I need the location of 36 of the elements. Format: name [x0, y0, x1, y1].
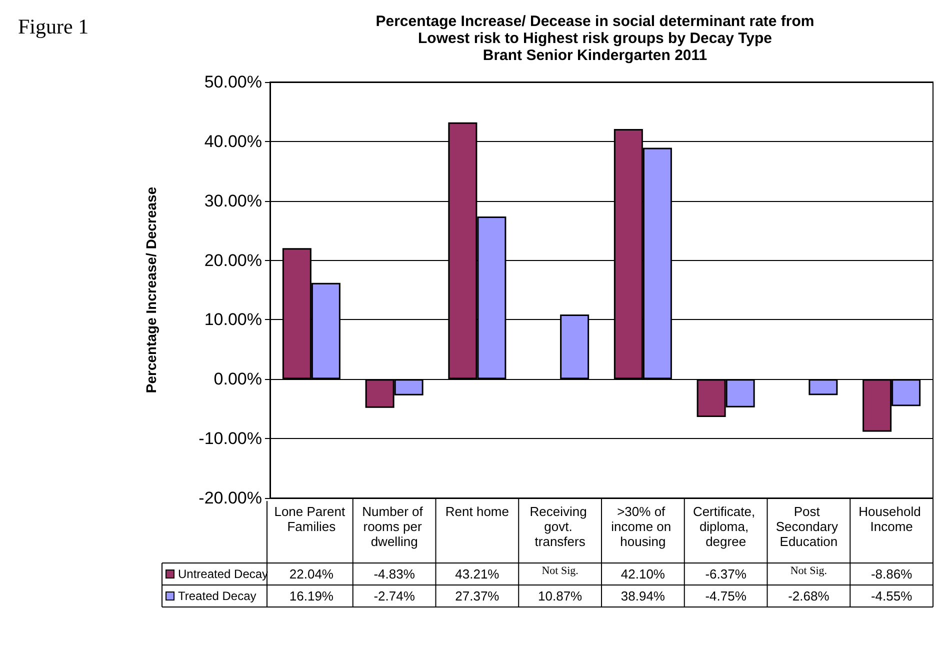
- x-tick-label: Rent home: [445, 504, 509, 519]
- y-tick-label: 10.00%: [204, 310, 262, 330]
- data-label: 16.19%: [289, 588, 334, 604]
- y-tick-label: 20.00%: [204, 250, 262, 270]
- y-tick-label: 40.00%: [204, 132, 262, 151]
- y-axis-title: Percentage Increase/ Decrease: [143, 186, 159, 394]
- text: Not Sig.: [542, 565, 578, 577]
- data-label: -4.75%: [705, 588, 747, 604]
- x-tick-label: Receiving govt. transfers: [530, 504, 590, 549]
- data-label: 38.94%: [620, 588, 666, 604]
- x-tick-label: Household Income: [858, 504, 924, 534]
- x-tick-label: Lone Parent Families: [274, 504, 349, 534]
- data-label: -2.74%: [374, 588, 416, 604]
- text: Not Sig.: [790, 565, 828, 577]
- data-label: -4.55%: [870, 588, 913, 604]
- data-label: 43.21%: [455, 566, 500, 582]
- y-tick-label: 0.00%: [214, 370, 262, 389]
- caption: Figure 1: [18, 14, 89, 38]
- data-label: 27.37%: [455, 588, 500, 604]
- x-tick-label: Post Secondary Education: [776, 504, 842, 549]
- chart-title: Percentage Increase/ Decease in social determinant rate from Lowest risk to Highest risk groups by Decay Type Brant Senior Kindergarten 2011: [376, 13, 814, 64]
- y-tick-label: -20.00%: [198, 488, 262, 508]
- data-label: 42.10%: [620, 566, 666, 582]
- y-tick-label: 30.00%: [204, 191, 262, 210]
- y-tick-label: -10.00%: [198, 429, 262, 448]
- data-label: 22.04%: [289, 566, 334, 582]
- data-label: -4.83%: [374, 566, 416, 582]
- data-label: -8.86%: [870, 566, 913, 582]
- x-tick-label: >30% of income on housing: [611, 504, 675, 549]
- data-label: -6.37%: [705, 566, 747, 582]
- x-tick-label: Certificate, diploma, degree: [692, 504, 759, 549]
- y-tick-label: 50.00%: [204, 72, 262, 92]
- data-label: 10.87%: [538, 588, 583, 604]
- legend-label: Treated Decay: [178, 589, 256, 603]
- x-tick-label: Number of rooms per dwelling: [362, 504, 426, 549]
- data-label: -2.68%: [788, 588, 830, 604]
